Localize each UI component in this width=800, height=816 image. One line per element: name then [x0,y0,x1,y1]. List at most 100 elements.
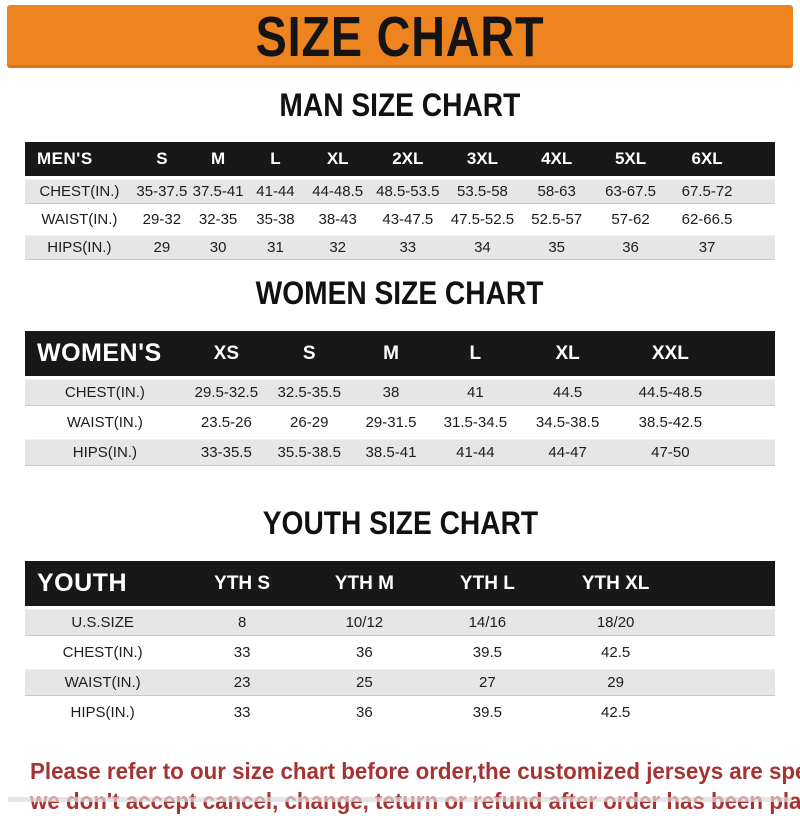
row-label: HIPS(IN.) [25,439,185,466]
footer-line-1: Please refer to our size chart before or… [30,758,800,784]
women-column-header: XXL [615,331,725,376]
size-value-cell: 33 [370,235,445,260]
youth-column-header: YTH XL [550,561,682,606]
size-value-cell: 35 [519,235,594,260]
row-label: WAIST(IN.) [25,207,134,232]
women-column-header: XS [184,331,268,376]
size-value-cell: 44.5-48.5 [615,379,725,406]
size-value-cell: 29-32 [133,207,190,232]
youth-heading-text: YOUTH SIZE CHART [262,505,538,541]
men-column-header: 2XL [370,142,445,176]
size-value-cell: 36 [304,639,425,666]
men-measure-row: HIPS(IN.) 29 30 31 32 33 34 35 36 37 [25,235,775,260]
men-column-header: 4XL [519,142,594,176]
size-value-cell: 42.5 [550,699,682,726]
youth-column-header: YTH S [180,561,304,606]
filler-cell [681,639,775,666]
filler-cell [724,439,775,466]
size-value-cell: 42.5 [550,639,682,666]
size-value-cell: 36 [593,235,668,260]
size-value-cell: 35-38 [246,207,305,232]
filler-cell [724,409,775,436]
men-measure-row: CHEST(IN.) 35-37.5 37.5-41 41-44 44-48.5 48.5… [25,179,775,204]
row-label: CHEST(IN.) [25,179,134,204]
men-column-header: 5XL [593,142,668,176]
size-value-cell: 39.5 [424,639,550,666]
size-value-cell: 33 [180,699,304,726]
filler-cell [746,235,775,260]
footer-notice: Please refer to our size chart before or… [30,756,800,816]
row-label: HIPS(IN.) [25,699,181,726]
youth-column-header: YTH L [424,561,550,606]
size-value-cell: 47-50 [615,439,725,466]
men-column-header: 3XL [444,142,520,176]
size-value-cell: 23.5-26 [184,409,268,436]
size-value-cell: 58-63 [519,179,594,204]
women-column-header: L [431,331,520,376]
women-heading-text: WOMEN SIZE CHART [256,275,544,311]
youth-size-table: YOUTH YTH S YTH M YTH L YTH XL U.S.SIZE 8 10/12… [25,558,775,729]
men-column-header: XL [304,142,371,176]
size-value-cell: 29 [133,235,190,260]
size-value-cell: 10/12 [304,609,425,636]
size-value-cell: 39.5 [424,699,550,726]
size-value-cell: 48.5-53.5 [370,179,445,204]
men-section-heading: MAN SIZE CHART [0,87,800,124]
size-value-cell: 36 [304,699,425,726]
size-value-cell: 32.5-35.5 [267,379,351,406]
size-value-cell: 44-47 [519,439,616,466]
men-column-header: L [246,142,305,176]
size-value-cell: 62-66.5 [667,207,747,232]
size-value-cell: 38-43 [304,207,371,232]
row-label: WAIST(IN.) [25,669,181,696]
filler-cell [681,561,775,606]
size-value-cell: 38.5-42.5 [615,409,725,436]
filler-cell [681,609,775,636]
size-value-cell: 41-44 [431,439,520,466]
size-value-cell: 34 [444,235,520,260]
men-table-label: MEN'S [25,142,134,176]
size-value-cell: 34.5-38.5 [519,409,616,436]
size-value-cell: 23 [180,669,304,696]
men-column-header: 6XL [667,142,747,176]
men-measure-row: WAIST(IN.) 29-32 32-35 35-38 38-43 43-47.5 47.… [25,207,775,232]
size-value-cell: 18/20 [550,609,682,636]
row-label: HIPS(IN.) [25,235,134,260]
size-value-cell: 25 [304,669,425,696]
women-measure-row: CHEST(IN.) 29.5-32.5 32.5-35.5 38 41 44.5 44.5… [25,379,775,406]
row-label: CHEST(IN.) [25,379,185,406]
filler-cell [681,699,775,726]
men-heading-text: MAN SIZE CHART [279,87,521,123]
filler-cell [681,669,775,696]
row-label: U.S.SIZE [25,609,181,636]
women-table-label: WOMEN'S [25,331,185,376]
youth-column-header: YTH M [304,561,425,606]
size-value-cell: 44-48.5 [304,179,371,204]
youth-measure-row: WAIST(IN.) 23 25 27 29 [25,669,775,696]
size-value-cell: 41-44 [246,179,305,204]
size-value-cell: 52.5-57 [519,207,594,232]
size-value-cell: 38.5-41 [350,439,432,466]
women-size-table: WOMEN'S XS S M L XL XXL CHEST(IN.) 29.5-32.5 32.5… [25,328,775,469]
filler-cell [746,207,775,232]
size-value-cell: 31 [246,235,305,260]
size-value-cell: 44.5 [519,379,616,406]
filler-cell [724,379,775,406]
women-section-heading: WOMEN SIZE CHART [0,275,800,312]
women-table-header-row: WOMEN'S XS S M L XL XXL [25,331,775,376]
women-column-header: XL [519,331,616,376]
men-column-header: S [133,142,190,176]
size-value-cell: 29.5-32.5 [184,379,268,406]
size-value-cell: 38 [350,379,432,406]
size-value-cell: 29-31.5 [350,409,432,436]
size-value-cell: 37.5-41 [189,179,247,204]
size-value-cell: 33-35.5 [184,439,268,466]
size-value-cell: 33 [180,639,304,666]
size-value-cell: 37 [667,235,747,260]
filler-cell [746,142,775,176]
size-value-cell: 43-47.5 [370,207,445,232]
size-value-cell: 31.5-34.5 [431,409,520,436]
women-measure-row: WAIST(IN.) 23.5-26 26-29 29-31.5 31.5-34.5 34… [25,409,775,436]
size-value-cell: 53.5-58 [444,179,520,204]
size-value-cell: 47.5-52.5 [444,207,520,232]
